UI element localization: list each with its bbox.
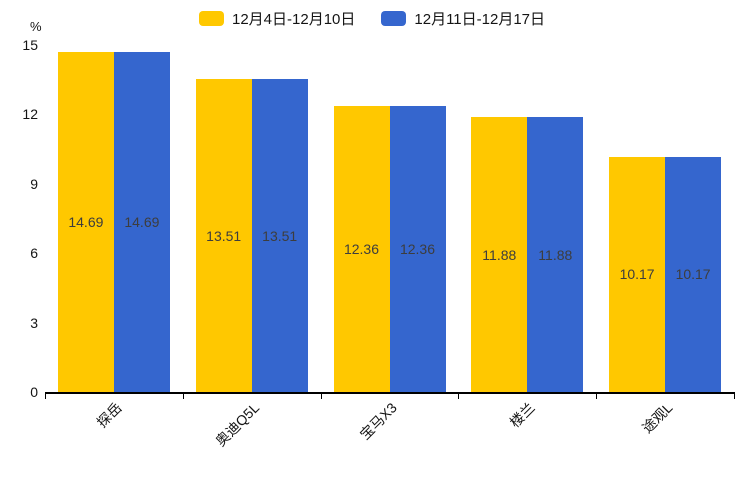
y-tick-label: 3: [30, 314, 38, 331]
y-tick-label: 9: [30, 175, 38, 192]
legend-swatch-icon: [381, 10, 407, 26]
bar-楼兰-series-1[interactable]: 11.88: [527, 117, 584, 392]
x-axis-tick: [734, 392, 735, 399]
bar-途观L-series-1[interactable]: 10.17: [665, 156, 722, 392]
bar-value-label: 13.51: [262, 227, 298, 244]
bar-value-label: 12.36: [343, 241, 380, 258]
x-axis-tick: [458, 392, 460, 399]
legend-item-0[interactable]: 12月4日-12月10日: [198, 8, 356, 29]
x-category-label-4: 途观L: [639, 399, 676, 437]
legend-label: 12月11日-12月17日: [414, 10, 546, 28]
bar-value-label: 12.36: [399, 241, 436, 258]
bar-value-label: 10.17: [619, 266, 655, 283]
legend-label: 12月4日-12月10日: [231, 10, 356, 28]
bar-途观L-series-0[interactable]: 10.17: [609, 156, 666, 392]
legend-item-1[interactable]: 12月11日-12月17日: [381, 8, 545, 29]
bar-探岳-series-1[interactable]: 14.69: [113, 52, 170, 392]
y-tick-label: 6: [30, 245, 38, 262]
y-tick-label: 15: [22, 37, 38, 53]
bar-value-label: 11.88: [482, 246, 517, 263]
bar-奥迪Q5L-series-1[interactable]: 13.51: [251, 79, 308, 392]
bar-奥迪Q5L-series-0[interactable]: 13.51: [195, 79, 252, 392]
bar-楼兰-series-0[interactable]: 11.88: [471, 117, 528, 392]
bar-探岳-series-0[interactable]: 14.69: [57, 52, 114, 392]
x-axis-tick: [45, 392, 46, 399]
x-axis-line: [45, 392, 734, 394]
bar-宝马X3-series-0[interactable]: 12.36: [333, 106, 390, 392]
x-category-label-0: 探岳: [93, 399, 125, 431]
x-axis-tick: [596, 392, 598, 399]
bar-value-label: 14.69: [68, 214, 104, 231]
bar-value-label: 10.17: [675, 266, 711, 283]
chart-legend: 12月4日-12月10日 12月11日-12月17日: [0, 7, 744, 29]
bar-value-label: 14.69: [124, 214, 160, 231]
x-category-label-3: 楼兰: [506, 399, 539, 431]
x-axis-tick: [182, 392, 184, 399]
x-category-label-1: 奥迪Q5L: [212, 399, 263, 450]
legend-swatch-icon: [198, 10, 224, 26]
y-axis-unit-label: %: [30, 19, 42, 34]
x-category-label-2: 宝马X3: [357, 399, 401, 443]
x-axis-tick: [320, 392, 322, 399]
bar-宝马X3-series-1[interactable]: 12.36: [389, 106, 446, 392]
y-tick-label: 12: [22, 106, 38, 123]
bar-value-label: 13.51: [206, 227, 242, 244]
y-tick-label: 0: [30, 384, 38, 400]
bar-value-label: 11.88: [538, 246, 573, 263]
